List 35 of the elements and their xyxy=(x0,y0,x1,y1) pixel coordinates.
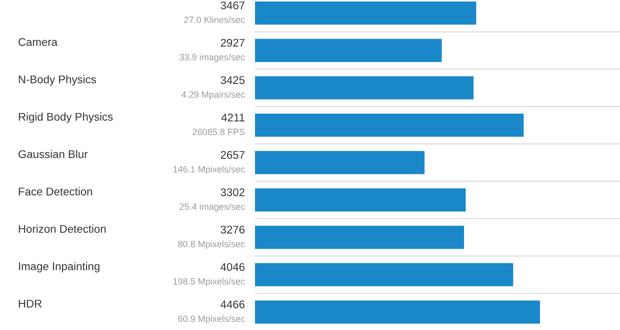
bar xyxy=(255,263,514,286)
y-tick-label: HDR xyxy=(18,300,42,308)
data-label: 4046 xyxy=(220,263,245,271)
text: 27.0 Klines/sec xyxy=(184,16,245,23)
bar xyxy=(255,114,524,137)
data-label: 3302 xyxy=(220,188,244,196)
y-tick-label: N-Body Physics xyxy=(18,75,96,86)
data-label: 2927 xyxy=(220,38,244,47)
data-label: 3467 xyxy=(220,1,244,10)
bar xyxy=(255,188,466,212)
data-label: 4211 xyxy=(221,114,244,122)
text: 146.1 Mpixels/sec xyxy=(173,166,245,174)
bar xyxy=(255,76,474,100)
y-tick-label: Camera xyxy=(18,38,58,46)
text: 33.9 images/sec xyxy=(180,54,245,62)
y-tick-label: Horizon Detection xyxy=(18,224,106,233)
text: 60.9 Mpixels/sec xyxy=(178,315,245,324)
y-tick-label: Face Detection xyxy=(18,187,92,196)
bar xyxy=(255,1,476,25)
data-label: 3276 xyxy=(220,226,245,234)
text: 25.4 images/sec xyxy=(180,203,245,212)
text: 4.29 Mpairs/sec xyxy=(181,91,245,100)
bar xyxy=(255,300,540,324)
y-tick-label: Rigid Body Physics xyxy=(18,112,113,123)
y-tick-label: Image Inpainting xyxy=(19,262,100,272)
y-tick-label: Gaussian Blur xyxy=(18,150,88,158)
text: 26085.8 FPS xyxy=(192,128,245,136)
data-label: 4466 xyxy=(220,300,245,308)
bar xyxy=(255,226,464,249)
bar xyxy=(255,38,442,62)
data-label: 2657 xyxy=(220,150,244,159)
text: 198.5 Mpixels/sec xyxy=(173,278,245,286)
text: 80.8 Mpixels/sec xyxy=(178,240,245,249)
bar xyxy=(255,150,425,174)
data-label: 3425 xyxy=(220,76,245,84)
